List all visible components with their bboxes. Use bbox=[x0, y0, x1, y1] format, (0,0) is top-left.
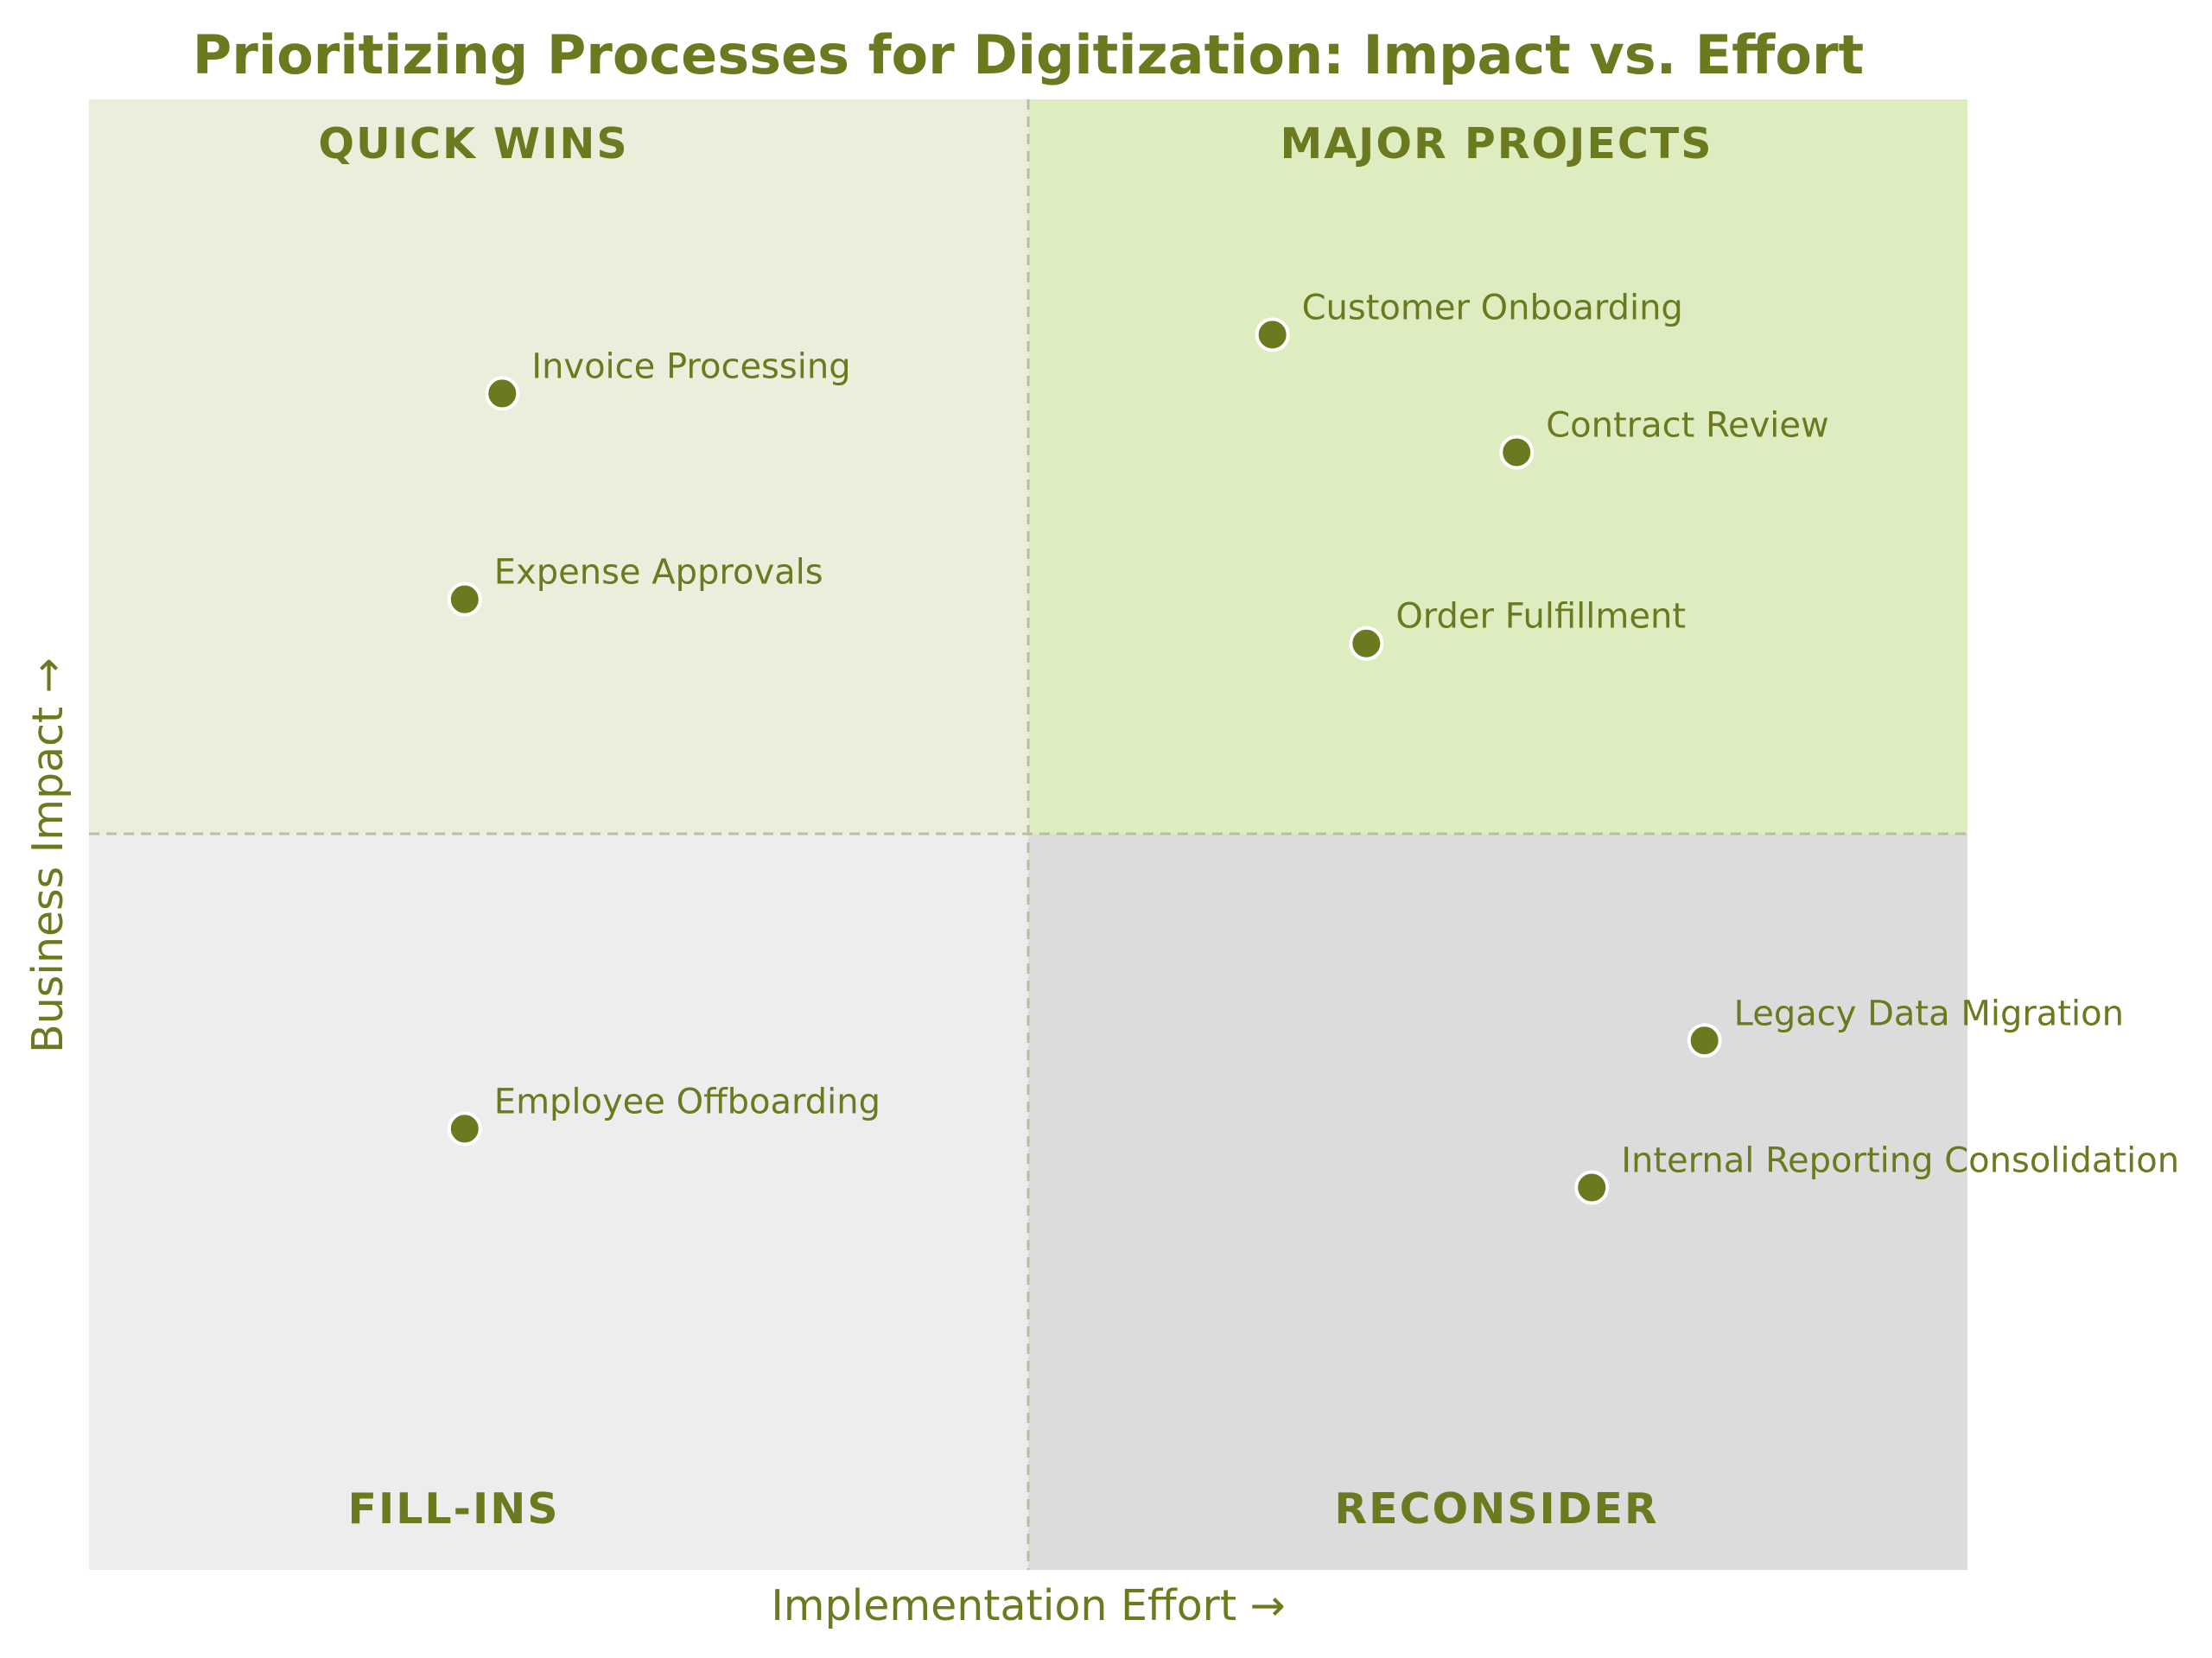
quadrant-label-fill-ins: FILL-INS bbox=[347, 1484, 559, 1534]
data-point-marker bbox=[447, 1111, 482, 1147]
data-point-marker bbox=[1499, 435, 1535, 470]
quick-wins-quadrant bbox=[89, 99, 1028, 834]
data-point-marker bbox=[1349, 626, 1384, 661]
data-point-label: Contract Review bbox=[1546, 405, 1829, 445]
fill-ins-quadrant bbox=[89, 834, 1028, 1570]
y-axis-label: Business Impact → bbox=[23, 657, 73, 1053]
quadrant-label-reconsider: RECONSIDER bbox=[1334, 1484, 1658, 1534]
major-projects-quadrant bbox=[1028, 99, 1967, 834]
reconsider-quadrant bbox=[1028, 834, 1967, 1570]
data-point-label: Internal Reporting Consolidation bbox=[1621, 1140, 2179, 1180]
data-point-marker bbox=[1574, 1170, 1610, 1205]
data-points: Invoice Processing Expense Approvals Custo… bbox=[447, 288, 2179, 1205]
x-axis-label: Implementation Effort → bbox=[771, 1581, 1285, 1630]
quadrant-label-major-projects: MAJOR PROJECTS bbox=[1280, 119, 1713, 168]
data-point-marker bbox=[485, 376, 520, 411]
data-point-marker bbox=[447, 581, 482, 617]
data-point-label: Customer Onboarding bbox=[1302, 288, 1683, 327]
data-point-label: Order Fulfillment bbox=[1395, 597, 1686, 637]
chart-title: Prioritizing Processes for Digitization:… bbox=[193, 23, 1864, 86]
quadrant-backgrounds bbox=[89, 99, 1967, 1570]
data-point-label: Expense Approvals bbox=[494, 553, 823, 593]
data-point-label: Employee Offboarding bbox=[494, 1082, 880, 1121]
data-point-marker bbox=[1255, 317, 1290, 353]
data-point-label: Legacy Data Migration bbox=[1734, 994, 2124, 1033]
data-point-label: Invoice Processing bbox=[531, 346, 850, 386]
data-point-marker bbox=[1687, 1023, 1722, 1058]
quadrant-label-quick-wins: QUICK WINS bbox=[318, 119, 628, 168]
